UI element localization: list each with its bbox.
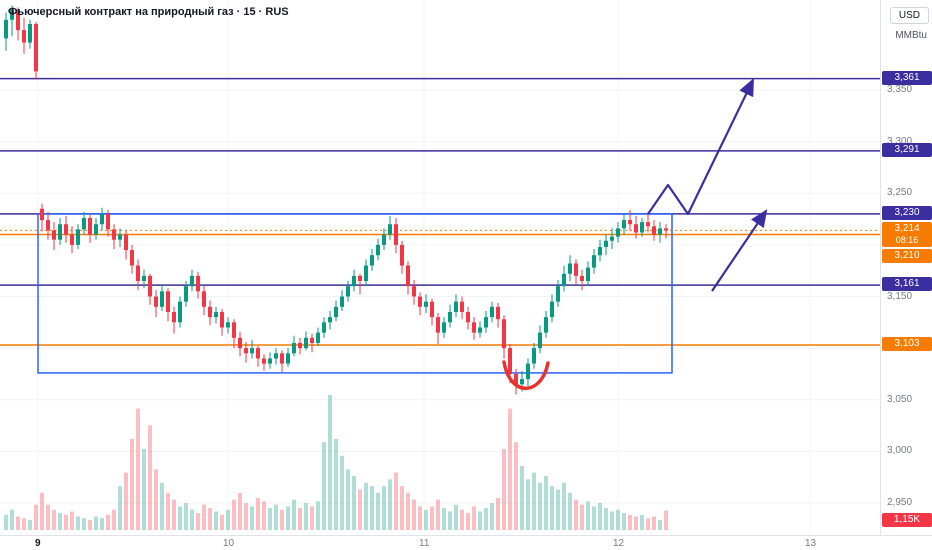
current-price-label: 3,214 08:16: [882, 222, 932, 248]
volume-badge: 1,15K: [882, 513, 932, 527]
price-axis[interactable]: USD MMBtu 3,350 3,300 3,250 3,150 3,050 3,000…: [880, 0, 932, 535]
drawn-arrow-2[interactable]: [711, 209, 768, 292]
bar-countdown: 08:16: [895, 235, 919, 246]
chart-canvas[interactable]: [0, 0, 880, 535]
time-tick-label: 9: [35, 538, 41, 549]
price-tick-label: 3,300: [887, 135, 913, 147]
unit-label[interactable]: MMBtu: [895, 30, 927, 41]
price-tick-label: 2,950: [887, 497, 913, 508]
volume-series: [4, 395, 668, 530]
price-level-label-3,291: 3,291: [882, 142, 932, 157]
price-tick-label: 3,000: [887, 445, 913, 457]
time-axis[interactable]: 9 10 11 12 13: [0, 535, 932, 550]
price-tick-label: 3,250: [887, 187, 913, 199]
drawn-arrow-1[interactable]: [647, 78, 754, 216]
chart-title: Фьючерсный контракт на природный газ · 1…: [8, 6, 289, 18]
time-tick-label: 10: [223, 538, 235, 549]
time-tick-label: 12: [613, 538, 625, 549]
price-level-label-3,230: 3,230: [882, 205, 932, 220]
drawn-arc[interactable]: [502, 360, 550, 390]
price-level-label-3,210: 3,210: [882, 249, 932, 264]
drawn-rectangle[interactable]: [37, 213, 673, 374]
price-tick-label: 3,150: [887, 290, 913, 302]
currency-selector[interactable]: USD: [889, 7, 929, 24]
grid-lines: [0, 0, 880, 535]
price-level-label-3,161: 3,161: [882, 277, 932, 292]
price-level-label-3,361: 3,361: [882, 70, 932, 85]
time-tick-label: 13: [805, 538, 817, 549]
price-level-label-3,103: 3,103: [882, 337, 932, 352]
time-tick-label: 11: [419, 538, 430, 549]
candlestick-series: [4, 5, 668, 395]
price-tick-label: 3,050: [887, 393, 913, 405]
price-tick-label: 3,350: [887, 84, 913, 95]
